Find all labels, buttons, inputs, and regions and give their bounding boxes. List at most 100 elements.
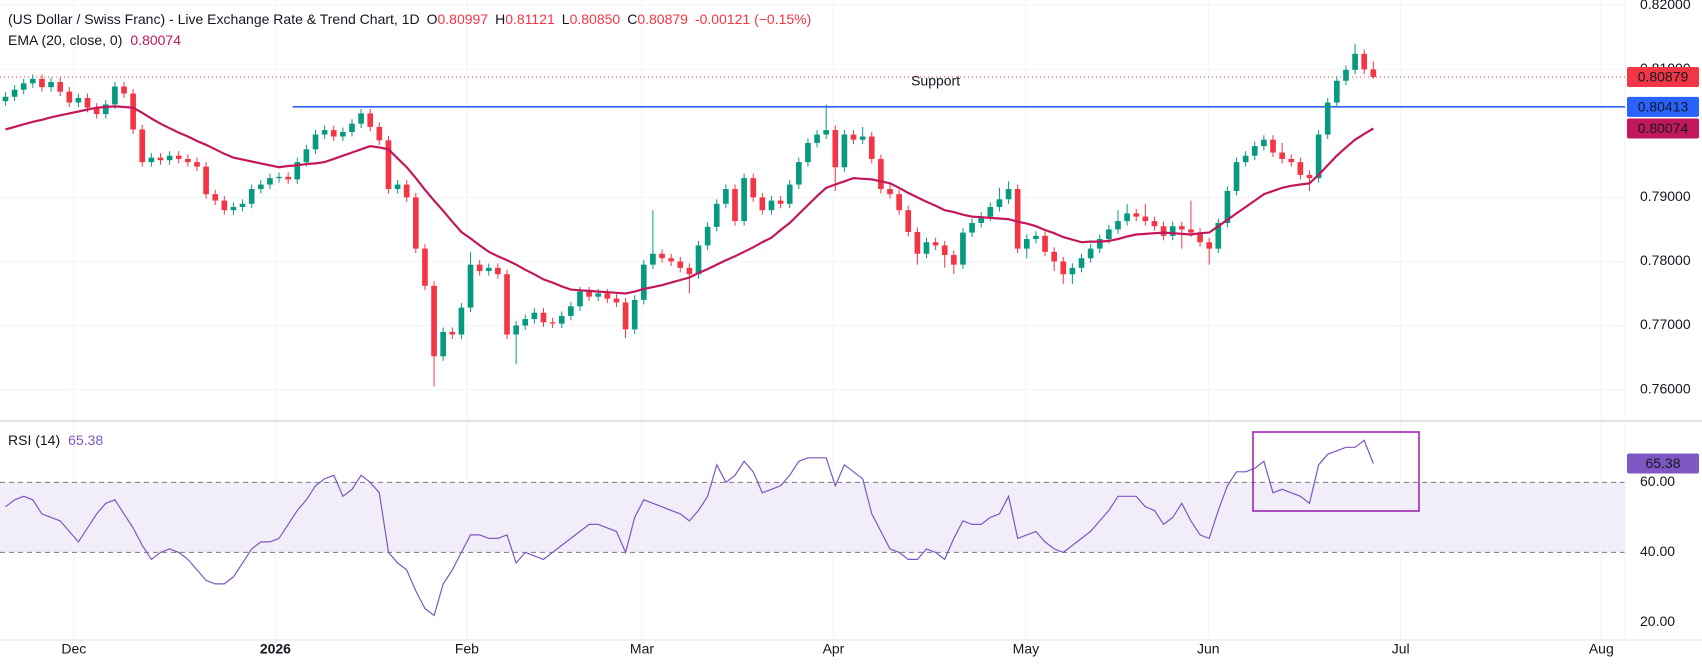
candle-body: [412, 197, 419, 249]
ema-badge-bg: [1627, 118, 1699, 139]
y-tick-label: 20.00: [1640, 613, 1675, 629]
candle-body: [1261, 139, 1267, 147]
candle-body: [294, 162, 301, 180]
candle-body: [1188, 229, 1194, 233]
candle-body: [513, 325, 519, 335]
candle-body: [449, 331, 456, 335]
y-tick-label: 0.77000: [1640, 316, 1691, 332]
x-tick-label: Mar: [630, 641, 654, 657]
candle-body: [1306, 174, 1313, 179]
candle-body: [185, 158, 191, 163]
last-price-badge: 0.80879: [1638, 69, 1689, 85]
candle-body: [978, 216, 985, 223]
candle-body: [850, 134, 857, 140]
candle-body: [1169, 226, 1176, 236]
candle-body: [595, 293, 602, 297]
candle-body: [668, 258, 674, 262]
candle-body: [713, 203, 720, 227]
y-tick-label: 0.78000: [1640, 252, 1691, 268]
candle-body: [1288, 158, 1295, 163]
candle-body: [367, 113, 374, 127]
x-tick-label: Aug: [1589, 641, 1614, 657]
candle-body: [1315, 134, 1322, 179]
candle-body: [66, 91, 73, 103]
candle-body: [887, 189, 893, 195]
candle-body: [385, 140, 392, 190]
candle-body: [1096, 239, 1103, 249]
candle-body: [1069, 267, 1076, 275]
candle-body: [695, 245, 702, 275]
candle-body: [896, 194, 902, 211]
candle-body: [932, 242, 939, 246]
candle-body: [1324, 102, 1331, 135]
candle-body: [1197, 232, 1203, 243]
candle-body: [485, 267, 492, 272]
candle-body: [239, 203, 246, 207]
candle-body: [121, 86, 127, 94]
candle-body: [403, 184, 410, 198]
candle-body: [422, 248, 428, 286]
candle-body: [1242, 155, 1249, 163]
x-tick-label: Apr: [823, 641, 845, 657]
ohlc-value: 0.80879: [637, 11, 688, 27]
candle-body: [841, 134, 848, 168]
candle-body: [1370, 69, 1377, 77]
candle-body: [1233, 162, 1240, 191]
candle-body: [650, 253, 656, 265]
ema-name: EMA (20, close, 0): [8, 32, 122, 48]
support-badge-bg: [1627, 96, 1699, 117]
last-price-badge-bg: [1627, 66, 1699, 87]
y-tick-label: 40.00: [1640, 543, 1675, 559]
support-label: Support: [911, 73, 960, 89]
ohlc-value: 0.80850: [570, 11, 621, 27]
candle-body: [504, 274, 510, 335]
candle-body: [686, 267, 693, 275]
ohlc-value: 0.81121: [505, 11, 555, 27]
candle-body: [102, 104, 109, 115]
x-tick-label: Jul: [1392, 641, 1410, 657]
candle-body: [212, 194, 219, 201]
rsi-value: 65.38: [68, 432, 103, 448]
candle-body: [139, 129, 146, 163]
candle-body: [568, 306, 574, 316]
x-tick-label: Feb: [455, 641, 479, 657]
candle-body: [1087, 248, 1094, 259]
candle-body: [495, 267, 501, 275]
highlight-box: [1252, 431, 1420, 512]
x-tick-label: Dec: [61, 641, 86, 657]
candle-body: [823, 130, 830, 135]
candle-body: [285, 176, 291, 180]
candle-body: [84, 98, 91, 108]
candle-body: [859, 136, 866, 140]
candle-body: [1279, 152, 1285, 159]
ema-line: [5, 105, 1374, 295]
candle-body: [431, 285, 437, 357]
ohlc-key: O: [427, 11, 438, 27]
candle-body: [1334, 80, 1340, 103]
rsi-legend: RSI (14) 65.38: [8, 432, 103, 448]
candle-body: [1270, 139, 1276, 153]
candle-body: [659, 253, 665, 259]
candle-body: [11, 89, 18, 97]
x-tick-label: 2026: [260, 641, 291, 657]
y-tick-label: 0.82000: [1640, 0, 1691, 12]
y-tick-label: 0.76000: [1640, 380, 1691, 396]
candle-body: [677, 261, 684, 268]
candle-body: [1251, 146, 1258, 156]
candle-body: [39, 78, 45, 88]
candle-body: [522, 319, 529, 326]
rsi-badge-bg: [1627, 453, 1699, 474]
candle-body: [1033, 235, 1039, 240]
candle-body: [577, 291, 583, 307]
candle-body: [914, 231, 921, 254]
candle-body: [148, 157, 155, 163]
candle-body: [622, 302, 629, 330]
candle-body: [1142, 216, 1149, 222]
candle-body: [221, 200, 228, 211]
support-badge: 0.80413: [1638, 99, 1689, 115]
candle-body: [1014, 189, 1021, 249]
candle-body: [631, 299, 638, 330]
header: (US Dollar / Swiss Franc) - Live Exchang…: [8, 11, 811, 27]
candle-body: [157, 157, 164, 161]
